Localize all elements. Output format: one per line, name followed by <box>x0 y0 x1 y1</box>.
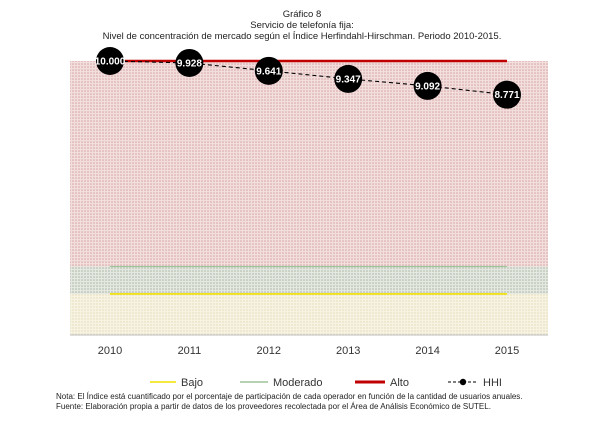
chart-caption: Nivel de concentración de mercado según … <box>102 31 502 42</box>
hhi-data-label: 8.771 <box>494 90 519 101</box>
legend: Bajo Moderado Alto HHI <box>150 377 502 389</box>
band-layer <box>70 61 548 335</box>
band-bajo <box>70 293 548 335</box>
x-tick-label: 2013 <box>336 345 360 357</box>
legend-item-bajo: Bajo <box>150 377 203 389</box>
legend-label: HHI <box>483 377 502 389</box>
hhi-point <box>254 56 283 85</box>
hhi-chart: 2010 2011 2012 2013 2014 2015 10.000 9.928 9.64… <box>70 47 548 389</box>
legend-label: Moderado <box>273 377 323 389</box>
marker-layer: 10.000 9.928 9.641 9.347 9.092 8.771 <box>95 47 521 109</box>
hhi-point <box>334 64 363 93</box>
hhi-point <box>493 80 521 109</box>
hhi-data-label: 10.000 <box>95 57 126 68</box>
x-tick-label: 2014 <box>415 345 439 357</box>
x-tick-label: 2015 <box>495 345 519 357</box>
hhi-point <box>96 47 124 75</box>
hhi-data-label: 9.347 <box>336 74 361 85</box>
note-text: Nota: El Índice está cuantificado por el… <box>56 392 523 401</box>
legend-item-alto: Alto <box>355 377 409 389</box>
hhi-point <box>175 48 204 77</box>
source-text: Fuente: Elaboración propia a partir de d… <box>56 401 491 411</box>
x-tick-label: 2010 <box>98 345 122 357</box>
hhi-point <box>413 71 442 100</box>
hhi-data-label: 9.092 <box>415 81 440 92</box>
x-tick-layer: 2010 2011 2012 2013 2014 2015 <box>98 345 519 357</box>
band-alto <box>70 61 548 267</box>
band-moderado <box>70 266 548 294</box>
x-tick-label: 2011 <box>178 345 202 357</box>
hhi-data-label: 9.928 <box>177 58 202 69</box>
legend-marker <box>459 378 467 386</box>
chart-notes: Nota: El Índice está cuantificado por el… <box>56 392 596 411</box>
chart-subtitle: Servicio de telefonía fija: <box>250 20 354 31</box>
legend-label: Bajo <box>181 377 203 389</box>
hhi-data-label: 9.641 <box>256 66 281 77</box>
x-tick-label: 2012 <box>257 345 281 357</box>
legend-item-hhi: HHI <box>448 377 502 389</box>
legend-item-moderado: Moderado <box>240 377 323 389</box>
chart-title: Gráfico 8 <box>282 9 322 20</box>
legend-label: Alto <box>390 377 409 389</box>
chart-titles: Gráfico 8 Servicio de telefonía fija: Ni… <box>0 9 604 42</box>
